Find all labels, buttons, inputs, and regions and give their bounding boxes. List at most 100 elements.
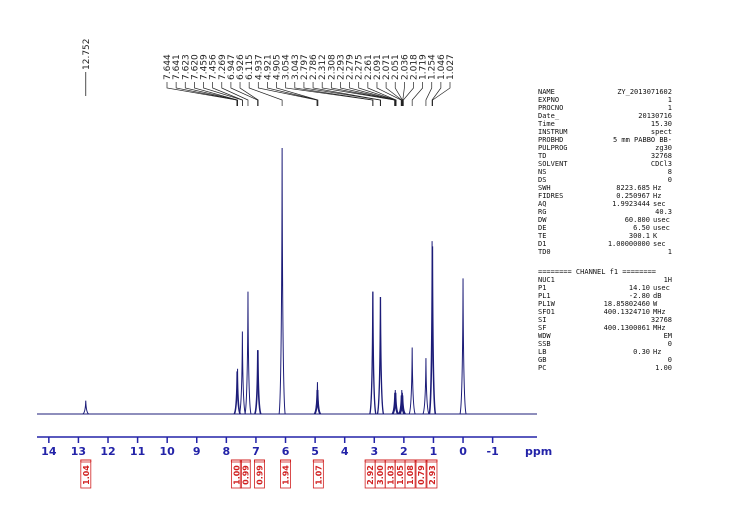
param-unit: sec [653,200,666,208]
peak [278,147,286,415]
peak-marker [385,82,403,106]
x-tick-label: 5 [311,445,319,458]
peak [233,371,241,415]
peak [459,278,467,415]
param-name: PC [538,364,546,372]
integral-bracket [280,459,292,462]
peak-marker [432,82,451,106]
peak-label: 6.115 [245,54,255,80]
x-tick-label: 12 [100,445,115,458]
x-tick-label: 1 [430,445,438,458]
peak-marker [221,82,249,106]
param-value: 1H [664,276,672,284]
peak-marker [230,82,258,106]
x-tick-label: 2 [400,445,408,458]
peak-marker [194,82,238,106]
param-name: RG [538,208,546,216]
param-value: 1 [668,104,672,112]
integral-bracket [312,459,324,462]
param-unit: usec [653,224,670,232]
param-unit: Hz [653,348,661,356]
integral-box [404,461,416,489]
param-value: 0 [668,340,672,348]
integral-box [239,461,251,489]
peak-marker [402,82,405,106]
peak [399,395,407,415]
peak-marker [394,82,403,106]
peak-label: 2.018 [409,54,419,80]
peak [392,392,400,415]
peak-label: 1.254 [428,54,438,80]
peak [314,390,322,415]
peak-label: 2.071 [382,54,392,80]
integral-label: 3.00 [376,465,385,485]
peak-marker [402,82,414,106]
integral-label: 1.08 [406,465,415,485]
x-tick-label: 3 [370,445,378,458]
param-value: 1 [668,96,672,104]
x-tick-label: 8 [223,445,231,458]
param-name: SFO1 [538,308,555,316]
param-value: 1.00000000 [608,240,650,248]
peak [234,368,242,415]
x-tick-label: 7 [252,445,260,458]
param-unit: W [653,300,658,308]
x-tick-label: 14 [41,445,57,458]
param-value: EM [664,332,672,340]
peak-marker [257,82,318,106]
param-unit: Hz [653,184,661,192]
param-unit: sec [653,240,666,248]
param-value: ZY_2013071602 [617,88,672,96]
param-value: CDCl3 [651,160,672,168]
peak-marker [212,82,243,106]
param-value: 0 [668,356,672,364]
param-name: LB [538,348,546,356]
param-name: PROCNO [538,104,563,112]
peak-marker [376,82,402,106]
param-unit: K [653,232,658,240]
peak-label: 4.937 [254,54,264,80]
integral-bracket [415,459,427,462]
peak-label: 4.921 [263,54,273,80]
peak-label: 7.456 [209,54,219,80]
peak-marker [248,82,283,106]
peak-label: 2.786 [309,54,319,80]
peak-label: 2.312 [318,54,328,80]
peak-label: 7.269 [218,54,228,80]
param-name: Time [538,120,555,128]
param-name: NUC1 [538,276,555,284]
param-name: DE [538,224,546,232]
param-name: EXPNO [538,96,559,104]
param-name: SSB [538,340,551,348]
peak [238,331,246,415]
peak-marker [175,82,238,106]
param-unit: MHz [653,308,666,316]
peak-label: 7.459 [200,54,210,80]
peak-marker [340,82,396,106]
peak-label: 7.620 [190,54,200,80]
integral-label: 0.99 [255,465,264,485]
param-name: DS [538,176,546,184]
peak-marker [367,82,397,106]
integral-box [312,461,324,489]
param-name: INSTRUM [538,128,568,136]
peak [369,291,377,415]
integral-label: 2.92 [366,465,375,485]
param-value: 0.250967 [616,192,650,200]
x-tick-label: 13 [71,445,86,458]
param-name: TD [538,152,546,160]
peak-label: 1.027 [446,54,456,80]
peak [254,350,261,415]
integral-label: 1.05 [396,465,405,485]
peak-label: 6.926 [236,54,246,80]
param-value: 1.00 [655,364,672,372]
param-value: 14.10 [629,284,650,292]
integral-bracket [253,459,265,462]
peak-label: 1.719 [419,54,429,80]
param-name: PULPROG [538,144,568,152]
param-name: SI [538,316,546,324]
param-name: TD0 [538,248,551,256]
peak-label: 7.641 [172,54,182,80]
integral-box [280,461,291,489]
integral-label: 0.99 [241,465,250,485]
